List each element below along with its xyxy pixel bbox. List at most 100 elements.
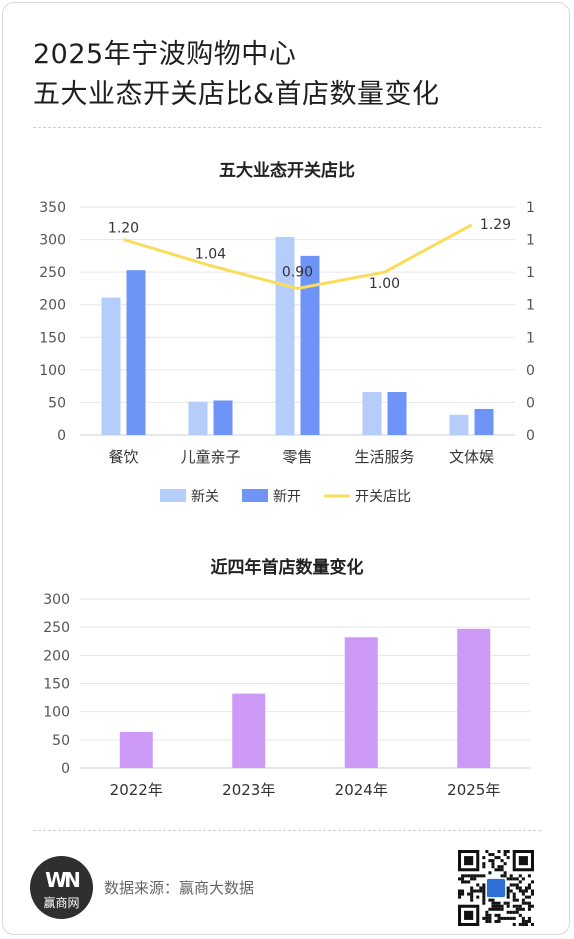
y-tick-label: 200: [43, 648, 70, 664]
qr-module: [500, 907, 504, 911]
ratio-data-label: 1.04: [195, 247, 226, 263]
qr-module: [473, 877, 477, 881]
qr-module: [527, 916, 531, 920]
qr-module: [512, 898, 516, 902]
qr-module: [503, 874, 507, 878]
qr-module: [497, 913, 501, 917]
qr-module: [521, 892, 525, 896]
qr-module: [530, 904, 534, 908]
qr-module: [473, 889, 477, 893]
y2-tick-label: 0: [526, 363, 535, 379]
qr-module: [506, 910, 510, 914]
qr-finder: [518, 856, 528, 866]
qr-module: [482, 886, 486, 890]
qr-module: [497, 919, 501, 923]
qr-module: [518, 904, 522, 908]
qr-module: [503, 916, 507, 920]
qr-module: [503, 850, 507, 854]
qr-module: [521, 901, 525, 905]
x-tick-label: 餐饮: [108, 448, 138, 466]
y-tick-label: 100: [43, 705, 70, 721]
qr-module: [482, 856, 486, 860]
legend-label: 新开: [273, 489, 301, 505]
qr-module: [467, 892, 471, 896]
qr-module: [524, 895, 528, 899]
qr-module: [482, 874, 486, 878]
qr-module: [479, 886, 483, 890]
y2-tick-label: 1: [526, 330, 535, 346]
title-line-1: 2025年宁波购物中心: [33, 39, 297, 70]
qr-module: [509, 883, 513, 887]
qr-module: [521, 889, 525, 893]
qr-module: [506, 877, 510, 881]
qr-module: [491, 859, 495, 863]
qr-module: [512, 877, 516, 881]
qr-module: [506, 850, 510, 854]
top-divider: [33, 127, 541, 128]
qr-module: [521, 916, 525, 920]
qr-module: [500, 916, 504, 920]
qr-module: [494, 913, 498, 917]
y2-tick-label: 1: [526, 233, 535, 249]
qr-module: [464, 880, 468, 884]
qr-module: [500, 865, 504, 869]
bar: [344, 637, 378, 768]
bar: [457, 628, 491, 768]
qr-module: [488, 919, 492, 923]
qr-module: [500, 859, 504, 863]
qr-module: [470, 874, 474, 878]
qr-module: [470, 892, 474, 896]
qr-module: [527, 895, 531, 899]
x-tick-label: 文体娱: [449, 448, 494, 466]
qr-module: [497, 856, 501, 860]
qr-module: [467, 874, 471, 878]
qr-module: [500, 874, 504, 878]
qr-module: [488, 853, 492, 857]
y-tick-label: 250: [43, 620, 70, 636]
qr-module: [497, 868, 501, 872]
qr-module: [470, 898, 474, 902]
bar: [387, 392, 407, 435]
qr-module: [527, 901, 531, 905]
qr-module: [527, 907, 531, 911]
qr-module: [461, 877, 465, 881]
qr-module: [527, 883, 531, 887]
logo-text: 赢商网: [43, 896, 80, 910]
qr-module: [482, 889, 486, 893]
qr-module: [488, 907, 492, 911]
qr-finder: [464, 856, 474, 866]
qr-module: [524, 901, 528, 905]
qr-module: [491, 853, 495, 857]
page-title: 2025年宁波购物中心 五大业态开关店比&首店数量变化: [33, 35, 440, 115]
qr-module: [515, 907, 519, 911]
qr-module: [503, 871, 507, 875]
qr-module: [506, 904, 510, 908]
qr-module: [521, 898, 525, 902]
qr-module: [518, 874, 522, 878]
qr-module: [458, 895, 462, 899]
qr-module: [506, 916, 510, 920]
qr-module: [509, 910, 513, 914]
qr-module: [482, 892, 486, 896]
qr-module: [506, 886, 510, 890]
qr-module: [491, 907, 495, 911]
qr-module: [470, 877, 474, 881]
data-source: 数据来源：赢商大数据: [104, 879, 255, 897]
bottom-divider: [33, 830, 541, 831]
qr-module: [494, 901, 498, 905]
y-tick-label: 350: [39, 200, 66, 216]
qr-module: [482, 862, 486, 866]
qr-module: [512, 892, 516, 896]
qr-module: [515, 910, 519, 914]
y2-tick-label: 1: [526, 298, 535, 314]
qr-module: [512, 895, 516, 899]
qr-module: [512, 883, 516, 887]
qr-module: [479, 889, 483, 893]
qr-module: [470, 886, 474, 890]
qr-module: [506, 889, 510, 893]
qr-module: [512, 904, 516, 908]
qr-module: [491, 862, 495, 866]
qr-module: [509, 877, 513, 881]
qr-module: [491, 898, 495, 902]
qr-module: [482, 898, 486, 902]
